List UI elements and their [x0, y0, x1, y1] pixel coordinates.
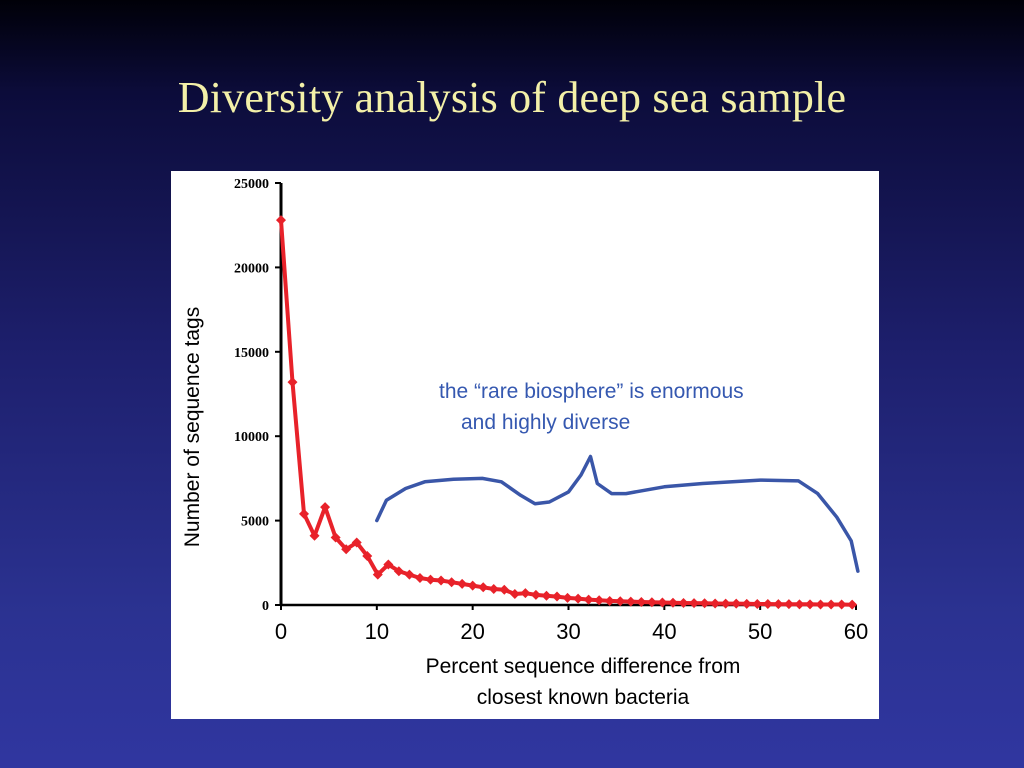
data-point-marker [341, 544, 352, 555]
data-point-marker [372, 569, 383, 580]
x-tick-label: 50 [748, 619, 772, 644]
data-point-marker [530, 589, 541, 600]
annotation-line-2: and highly diverse [461, 411, 630, 434]
slide-title: Diversity analysis of deep sea sample [177, 73, 847, 122]
data-point-marker [562, 592, 573, 603]
data-point-marker [446, 577, 457, 588]
data-point-marker [573, 593, 584, 604]
x-tick-label: 0 [275, 619, 287, 644]
series-line-1 [375, 454, 860, 573]
y-tick-label: 5000 [241, 515, 269, 530]
data-point-marker [783, 599, 794, 610]
data-point-marker [731, 598, 742, 609]
data-point-marker [773, 599, 784, 610]
data-point-marker [488, 583, 499, 594]
y-tick-label: 15000 [234, 346, 269, 361]
data-point-marker [351, 537, 362, 548]
data-point-marker [404, 569, 415, 580]
x-tick-label: 60 [844, 619, 868, 644]
data-point-marker [383, 559, 394, 570]
data-point-marker [836, 599, 847, 610]
data-point-marker [499, 584, 510, 595]
y-tick-group: 0 5000 10000 15000 20000 25000 [234, 177, 281, 614]
data-point-marker [320, 502, 331, 513]
data-point-marker [457, 578, 468, 589]
x-tick-label: 30 [556, 619, 580, 644]
data-point-marker [309, 530, 320, 541]
data-point-marker [615, 596, 626, 607]
data-point-marker [720, 598, 731, 609]
data-point-marker [667, 597, 678, 608]
data-point-marker [636, 596, 647, 607]
x-axis-label-line-1: Percent sequence difference from [426, 655, 741, 678]
data-point-marker [520, 588, 531, 599]
x-axis-label-line-2: closest known bacteria [477, 686, 690, 709]
data-point-marker [646, 597, 657, 608]
data-point-marker [710, 598, 721, 609]
data-point-marker [509, 589, 520, 600]
data-point-marker [362, 551, 373, 562]
x-tick-label: 20 [460, 619, 484, 644]
data-point-marker [815, 599, 826, 610]
data-point-marker [604, 595, 615, 606]
x-tick-group: 0 10 20 30 40 50 60 [275, 605, 868, 644]
data-point-marker [741, 598, 752, 609]
data-point-marker [689, 598, 700, 609]
x-tick-label: 40 [652, 619, 676, 644]
x-tick-label: 10 [365, 619, 389, 644]
data-point-marker [625, 596, 636, 607]
data-point-marker [478, 582, 489, 593]
data-point-marker [552, 591, 562, 602]
data-point-marker [287, 377, 298, 388]
data-point-marker [330, 532, 341, 543]
data-point-marker [276, 215, 286, 226]
data-point-marker [678, 597, 689, 608]
data-point-marker [583, 594, 594, 605]
data-point-marker [699, 598, 710, 609]
data-point-marker [393, 566, 404, 577]
data-point-marker [414, 572, 425, 583]
data-point-marker [425, 574, 436, 585]
y-tick-label: 25000 [234, 177, 269, 192]
annotation-line-1: the “rare biosphere” is enormous [439, 380, 744, 403]
data-point-marker [752, 598, 763, 609]
data-point-marker [541, 590, 552, 601]
data-point-marker [826, 599, 837, 610]
data-point-marker [467, 580, 478, 591]
data-point-marker [299, 508, 309, 519]
y-tick-label: 0 [262, 599, 269, 614]
data-point-marker [594, 595, 605, 606]
data-point-marker [762, 598, 773, 609]
y-tick-label: 20000 [234, 261, 269, 276]
data-point-marker [794, 599, 805, 610]
data-point-marker [657, 597, 668, 608]
data-point-marker [805, 599, 815, 610]
series-layer [276, 215, 860, 610]
y-axis-label: Number of sequence tags [181, 307, 204, 547]
y-tick-label: 10000 [234, 430, 269, 445]
chart-panel: 0 5000 10000 15000 20000 25000 0 10 20 30 40 50 60 … [171, 171, 879, 719]
data-point-marker [436, 575, 447, 586]
data-point-marker [847, 599, 858, 610]
